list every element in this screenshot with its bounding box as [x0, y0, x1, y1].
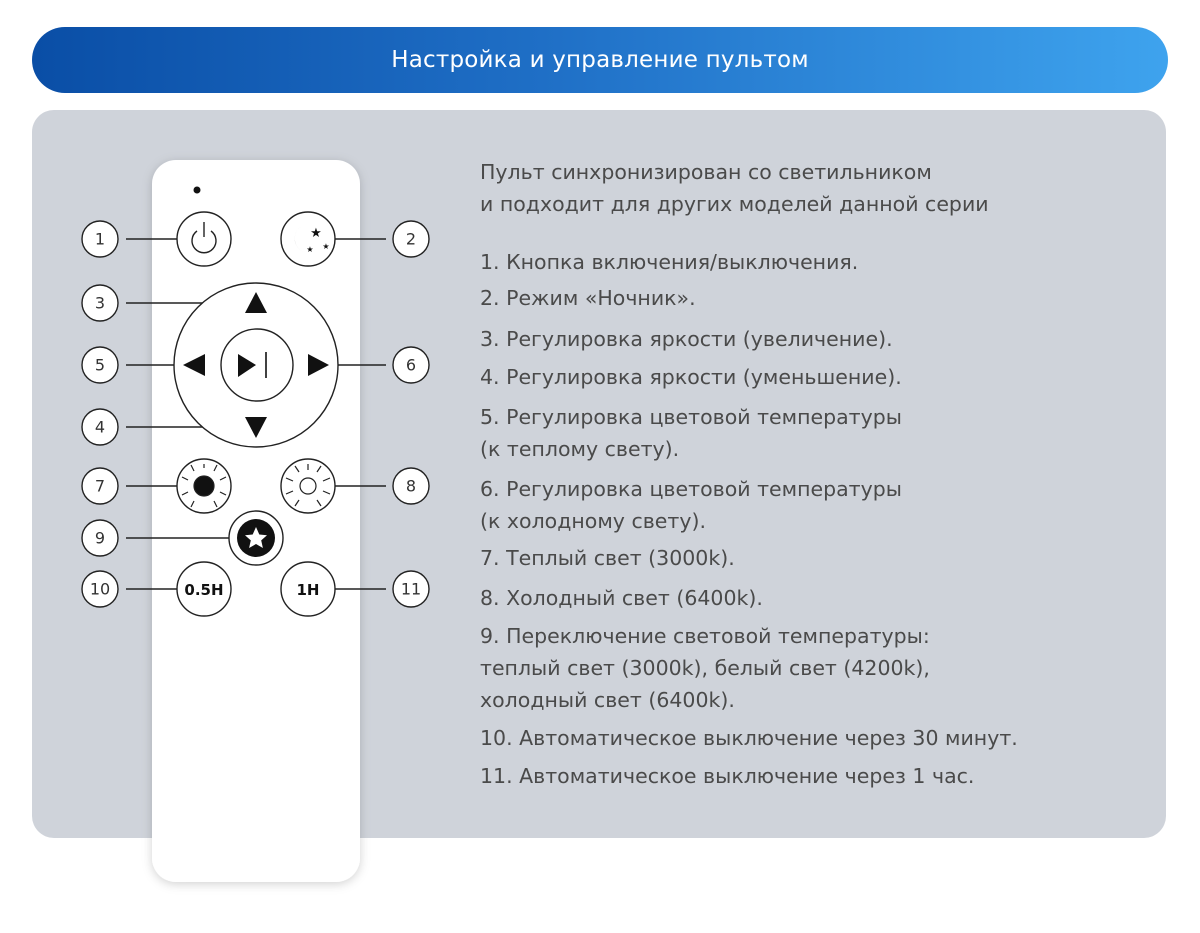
svg-text:★: ★ — [306, 245, 313, 254]
text-line: 6. Регулировка цветовой температуры — [480, 477, 902, 501]
text-line: 9. Переключение световой температуры: — [480, 624, 930, 648]
sun-filled-icon — [181, 464, 227, 508]
play-skip-button[interactable] — [220, 328, 294, 402]
text-line: Пульт синхронизирован со светильником — [480, 160, 932, 184]
callout-8 — [392, 467, 430, 505]
timer-1h-label: 1H — [297, 581, 320, 599]
cold-temp-right-arrow-icon[interactable] — [308, 354, 329, 376]
text-line: 8. Холодный свет (6400k). — [480, 586, 763, 610]
moon-stars-icon: ★ ★ ★ — [294, 226, 330, 254]
legend-item-10: 10. Автоматическое выключение через 30 м… — [480, 722, 1018, 754]
section-title: Настройка и управление пультом — [391, 47, 809, 73]
legend-item-4: 4. Регулировка яркости (уменьшение). — [480, 361, 902, 393]
legend-item-9: 9. Переключение световой температуры: теп… — [480, 620, 930, 716]
section-header: Настройка и управление пультом — [32, 27, 1168, 93]
legend-item-1: 1. Кнопка включения/выключения. — [480, 246, 858, 278]
sun-outline-icon — [285, 464, 331, 507]
callout-4 — [81, 408, 119, 446]
timer-30min-label: 0.5H — [184, 581, 223, 599]
callout-label: 8 — [406, 477, 416, 496]
callout-2 — [392, 220, 430, 258]
legend-item-2: 2. Режим «Ночник». — [480, 282, 696, 314]
legend-item-8: 8. Холодный свет (6400k). — [480, 582, 763, 614]
callout-label: 11 — [401, 580, 421, 599]
text-line: холодный свет (6400k). — [480, 688, 735, 712]
brightness-up-arrow-icon[interactable] — [245, 292, 267, 313]
legend-item-3: 3. Регулировка яркости (увеличение). — [480, 323, 893, 355]
legend-item-5: 5. Регулировка цветовой температуры (к те… — [480, 401, 902, 465]
text-line: 7. Теплый свет (3000k). — [480, 546, 735, 570]
callout-label: 6 — [406, 356, 416, 375]
text-line: теплый свет (3000k), белый свет (4200k), — [480, 656, 930, 680]
timer-1h-button[interactable]: 1H — [280, 561, 336, 617]
text-line: 5. Регулировка цветовой температуры — [480, 405, 902, 429]
callout-label: 4 — [95, 418, 105, 437]
text-line: 3. Регулировка яркости (увеличение). — [480, 327, 893, 351]
power-button[interactable] — [176, 211, 232, 267]
legend-item-11: 11. Автоматическое выключение через 1 ча… — [480, 760, 974, 792]
indicator-led — [193, 186, 201, 194]
svg-text:★: ★ — [322, 242, 329, 251]
callout-6 — [392, 346, 430, 384]
callout-9 — [81, 519, 119, 557]
warm-light-button[interactable] — [176, 458, 232, 514]
callout-label: 1 — [95, 230, 105, 249]
legend-item-7: 7. Теплый свет (3000k). — [480, 542, 735, 574]
callout-7 — [81, 467, 119, 505]
callout-11 — [392, 570, 430, 608]
callout-label: 3 — [95, 294, 105, 313]
brightness-down-arrow-icon[interactable] — [245, 417, 267, 438]
callout-1 — [81, 220, 119, 258]
callout-label: 9 — [95, 529, 105, 548]
cold-light-button[interactable] — [280, 458, 336, 514]
text-line: (к холодному свету). — [480, 509, 707, 533]
callout-label: 5 — [95, 356, 105, 375]
callout-label: 10 — [90, 580, 110, 599]
text-line: 2. Режим «Ночник». — [480, 286, 696, 310]
text-line: 11. Автоматическое выключение через 1 ча… — [480, 764, 975, 788]
callout-5 — [81, 346, 119, 384]
text-line: 1. Кнопка включения/выключения. — [480, 250, 859, 274]
dpad — [173, 282, 339, 448]
callout-label: 2 — [406, 230, 416, 249]
intro-text: Пульт синхронизирован со светильником и п… — [480, 156, 989, 220]
text-line: 10. Автоматическое выключение через 30 м… — [480, 726, 1018, 750]
night-mode-button[interactable]: ★ ★ ★ — [280, 211, 336, 267]
callout-3 — [81, 284, 119, 322]
callout-10 — [81, 570, 119, 608]
star-icon — [245, 527, 267, 548]
legend-item-6: 6. Регулировка цветовой температуры (к хо… — [480, 473, 902, 537]
play-skip-icon — [238, 352, 267, 378]
text-line: (к теплому свету). — [480, 437, 680, 461]
text-line: 4. Регулировка яркости (уменьшение). — [480, 365, 902, 389]
power-icon — [191, 222, 217, 254]
warm-temp-left-arrow-icon[interactable] — [183, 354, 205, 376]
timer-30min-button[interactable]: 0.5H — [176, 561, 232, 617]
svg-text:★: ★ — [310, 226, 322, 241]
temp-cycle-button[interactable] — [228, 510, 284, 566]
text-line: и подходит для других моделей данной сер… — [480, 192, 989, 216]
callout-label: 7 — [95, 477, 105, 496]
